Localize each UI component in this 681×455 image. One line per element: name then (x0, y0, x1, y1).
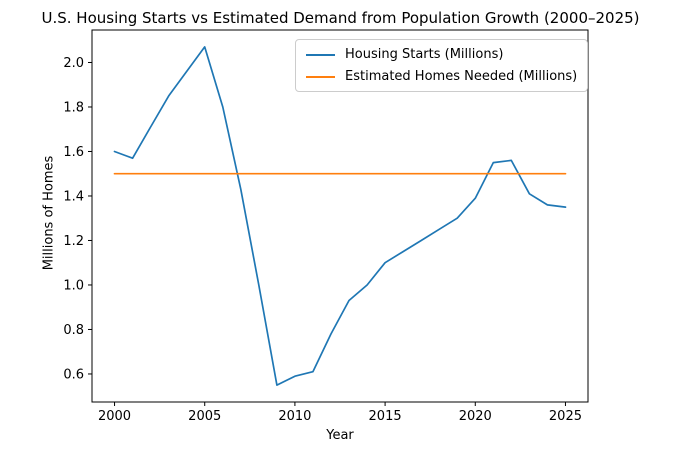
legend-item-housing-starts: Housing Starts (Millions) (306, 47, 577, 62)
series-line-0 (113, 46, 567, 386)
y-tick-label: 0.6 (63, 367, 84, 382)
x-tick-label: 2000 (98, 409, 131, 424)
legend: Housing Starts (Millions) Estimated Home… (295, 39, 589, 92)
x-tick-label: 2020 (459, 409, 492, 424)
x-tick-label: 2010 (278, 409, 311, 424)
y-tick-label: 1.0 (63, 278, 84, 293)
legend-item-homes-needed: Estimated Homes Needed (Millions) (306, 69, 577, 84)
x-tick-label: 2015 (369, 409, 402, 424)
y-tick-label: 1.2 (63, 234, 84, 249)
legend-line-sample-housing-starts (306, 53, 335, 56)
y-tick-label: 1.4 (63, 189, 84, 204)
y-tick-label: 1.6 (63, 145, 84, 160)
x-axis-label: Year (326, 428, 354, 443)
axes-frame (91, 29, 589, 403)
chart-title: U.S. Housing Starts vs Estimated Demand … (41, 9, 640, 27)
y-tick-label: 0.8 (63, 323, 84, 338)
legend-label-homes-needed: Estimated Homes Needed (Millions) (345, 69, 578, 84)
legend-label-housing-starts: Housing Starts (Millions) (345, 47, 504, 62)
x-tick-label: 2005 (188, 409, 221, 424)
y-tick-label: 1.8 (63, 100, 84, 115)
legend-line-sample-homes-needed (306, 75, 335, 78)
y-axis-label: Millions of Homes (41, 155, 57, 271)
x-tick-label: 2025 (549, 409, 582, 424)
y-tick-label: 2.0 (63, 56, 84, 71)
